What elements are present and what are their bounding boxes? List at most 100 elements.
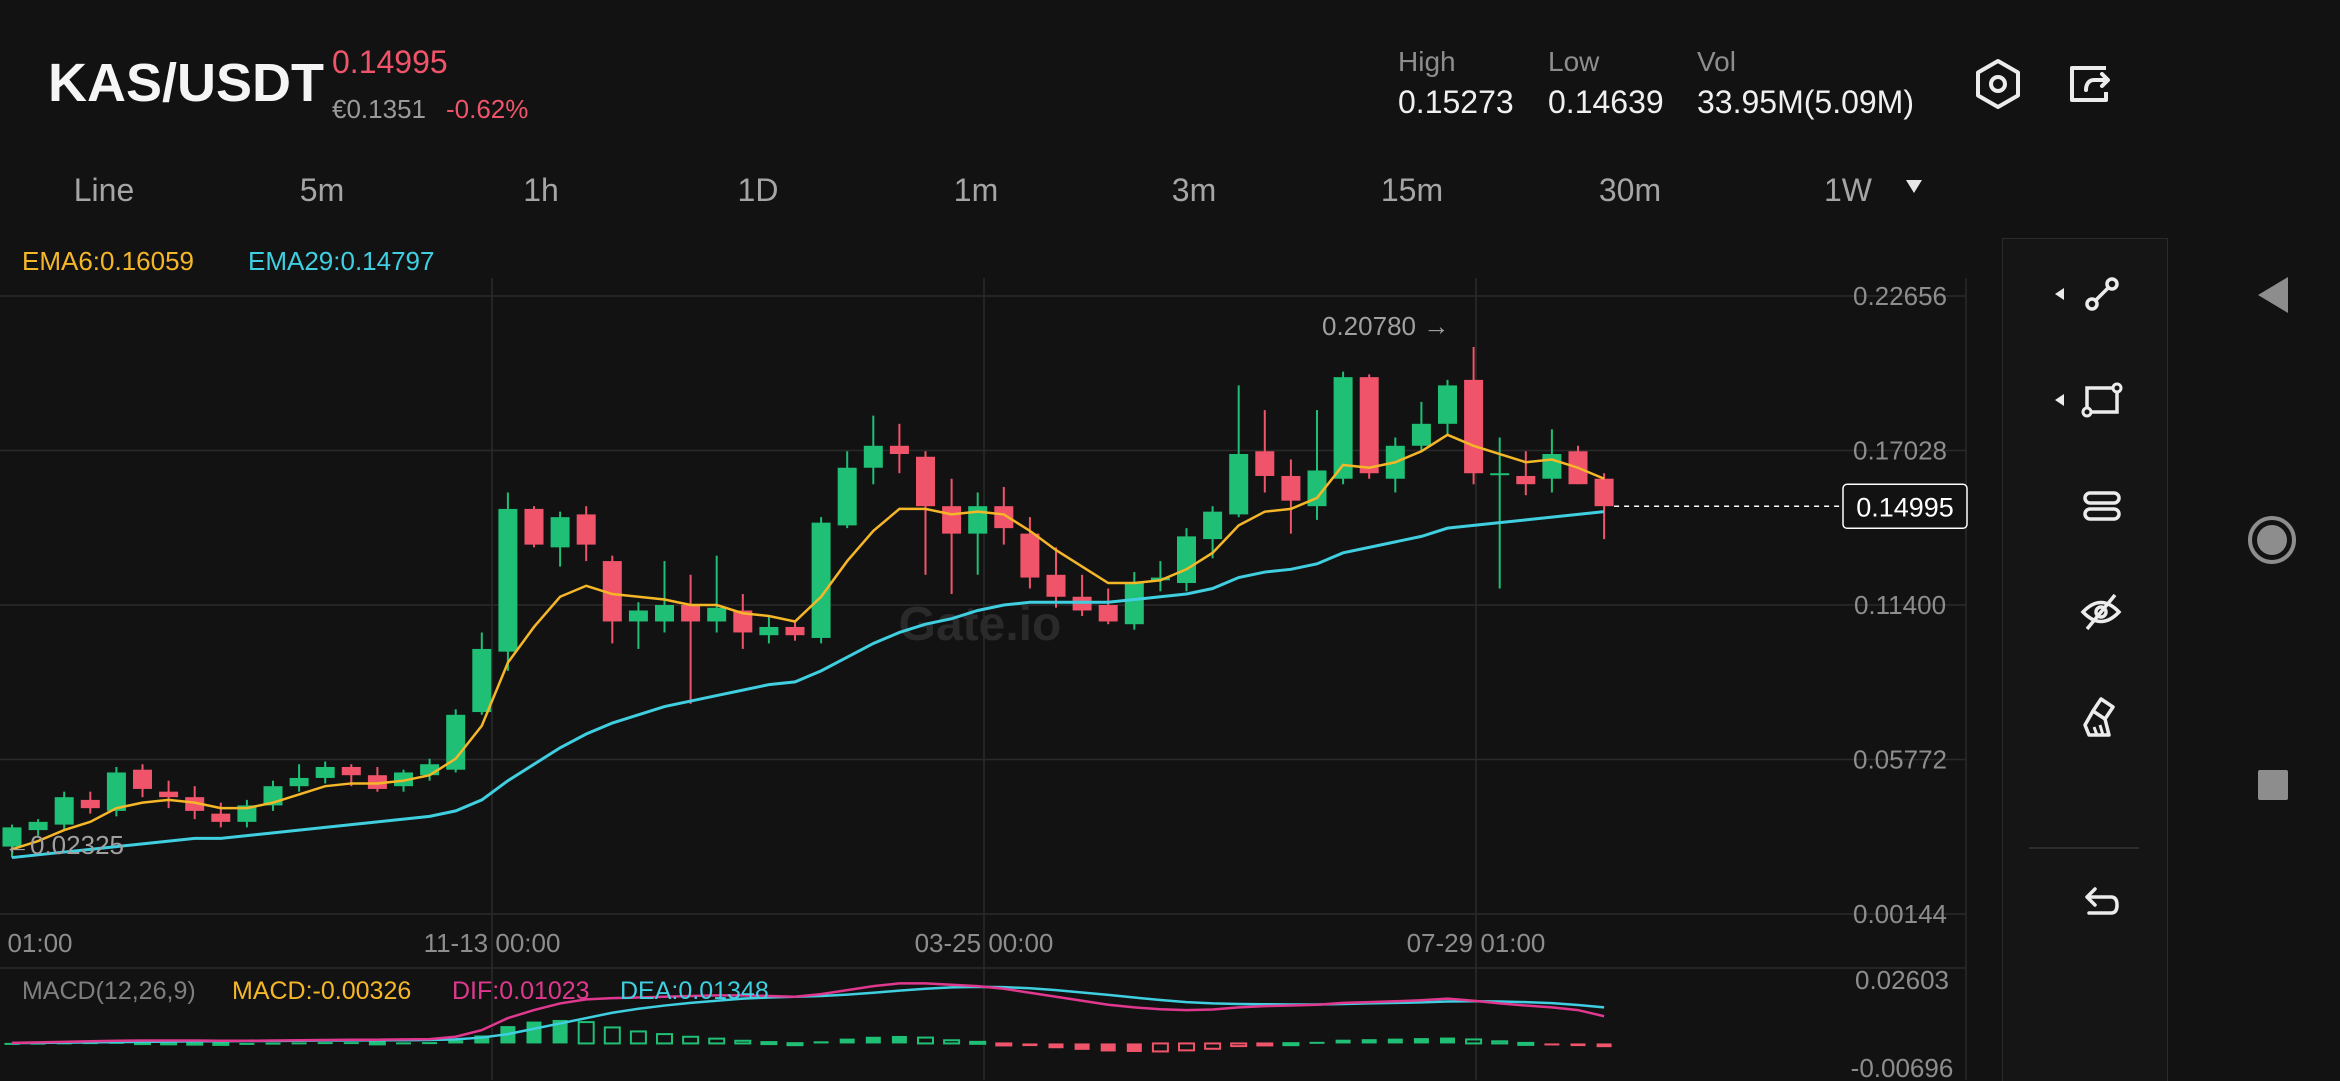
candle-up	[968, 506, 988, 534]
macd-bar-negative	[1178, 1042, 1195, 1052]
candle-up	[1490, 473, 1510, 476]
tab-1w[interactable]: 1W	[1824, 172, 1872, 208]
low-value: 0.14639	[1548, 84, 1664, 120]
candle-down	[889, 445, 909, 455]
candle-up	[1333, 377, 1353, 479]
share-icon[interactable]	[2062, 56, 2118, 112]
macd-bar-positive	[343, 1042, 359, 1045]
macd-bar-positive	[422, 1042, 438, 1045]
candle-up	[446, 714, 466, 770]
macd-bar-positive	[1517, 1041, 1535, 1046]
candle-down	[1281, 475, 1301, 501]
macd-bar-negative	[1100, 1043, 1116, 1052]
candle-up	[1177, 536, 1196, 584]
candle-up	[1229, 454, 1249, 515]
x-tick-label: 01:00	[7, 928, 72, 958]
macd-bar-positive	[396, 1042, 411, 1045]
candle-up	[863, 445, 883, 468]
y-tick-label: 0.11400	[1854, 590, 1946, 620]
chevron-down-icon[interactable]	[1906, 180, 1922, 193]
hide-drawings-tool[interactable]	[2039, 577, 2129, 647]
macd-bar-negative	[1570, 1043, 1586, 1047]
macd-title: MACD(12,26,9)	[22, 977, 196, 1005]
back-triangle-icon[interactable]	[2254, 274, 2294, 321]
candle-up	[54, 797, 74, 825]
hexagon-settings-icon[interactable]	[1970, 56, 2026, 112]
macd-bar-positive	[1491, 1040, 1509, 1045]
macd-bar-positive	[4, 1042, 20, 1045]
candle-down	[1464, 379, 1484, 474]
trend-line-tool[interactable]	[2039, 259, 2129, 329]
tab-1h[interactable]: 1h	[523, 172, 559, 208]
macd-bar-negative	[995, 1042, 1013, 1047]
candle-up	[1124, 583, 1144, 625]
last-price-box	[1842, 483, 1968, 530]
macd-bar-positive	[943, 1039, 961, 1045]
candle-up	[472, 648, 492, 713]
undo-icon	[2085, 887, 2119, 915]
macd-bar-positive	[552, 1019, 568, 1044]
candle-down	[681, 605, 701, 622]
min-price-label: ←0.02325	[4, 830, 124, 860]
macd-bar-positive	[1335, 1039, 1351, 1044]
home-circle-icon[interactable]	[2246, 514, 2298, 571]
candle-down	[185, 797, 205, 811]
ema6-line	[11, 433, 1605, 851]
tab-line[interactable]: Line	[73, 172, 135, 208]
candle-up	[707, 607, 727, 622]
candle-down	[1020, 533, 1040, 578]
ema29-line	[11, 510, 1605, 860]
macd-bar-negative	[1230, 1042, 1248, 1048]
tab-15m[interactable]: 15m	[1380, 172, 1444, 208]
macd-legend: MACD(12,26,9) MACD:-0.00326 DIF:0.01023 …	[22, 977, 769, 1005]
tab-1m[interactable]: 1m	[953, 172, 999, 208]
macd-bar-negative	[1126, 1043, 1142, 1052]
candlestick-series	[2, 346, 1614, 858]
candle-down	[341, 766, 361, 776]
macd-bar-positive	[239, 1042, 255, 1045]
time-axis: 01:00 11-13 00:00 03-25 00:00 07-29 01:00	[7, 928, 1545, 958]
candle-down	[994, 506, 1014, 529]
candle-up	[1542, 454, 1562, 479]
macd-bar-positive	[682, 1035, 700, 1045]
eraser-tool[interactable]	[2039, 683, 2129, 753]
parallel-channel-tool[interactable]	[2039, 471, 2129, 541]
candle-down	[785, 626, 805, 636]
macd-bar-positive	[969, 1040, 987, 1045]
macd-bar-negative	[1048, 1043, 1064, 1049]
chart-grid	[0, 278, 1967, 1080]
x-tick-label: 03-25 00:00	[915, 928, 1054, 958]
candle-up	[655, 605, 674, 622]
rectangle-tool[interactable]	[2039, 365, 2129, 435]
macd-bar-positive	[656, 1033, 673, 1045]
candle-up	[811, 522, 831, 638]
macd-bar-positive	[760, 1041, 778, 1046]
tab-1d[interactable]: 1D	[737, 172, 779, 208]
macd-bar-negative	[1022, 1043, 1038, 1047]
candle-down	[367, 775, 387, 789]
macd-bar-positive	[291, 1042, 307, 1045]
vol-value: 33.95M(5.09M)	[1697, 84, 1914, 120]
candle-down	[80, 799, 100, 809]
rectangle-icon	[2055, 382, 2123, 418]
macd-bar-negative	[1256, 1042, 1274, 1047]
macd-bar-positive	[526, 1021, 542, 1044]
candle-up	[1203, 511, 1223, 540]
price-chart[interactable]: Gate.io 0.226560.170280.114000.057720.00…	[0, 0, 2000, 1080]
tab-5m[interactable]: 5m	[299, 172, 345, 208]
last-price-label: 0.14995	[1856, 492, 1954, 522]
tab-30m[interactable]: 30m	[1598, 172, 1662, 208]
undo-tool[interactable]	[2039, 869, 2129, 939]
candle-down	[576, 514, 596, 545]
macd-bar-positive	[212, 1041, 230, 1046]
candle-down	[1098, 605, 1118, 622]
price-change: -0.62%	[446, 94, 529, 124]
y-tick-label: 0.05772	[1853, 745, 1947, 775]
pair-title[interactable]: KAS/USDT	[48, 53, 325, 113]
candle-down	[1255, 451, 1275, 476]
macd-bar-positive	[603, 1026, 621, 1045]
tab-3m[interactable]: 3m	[1171, 172, 1217, 208]
candle-up	[289, 777, 309, 787]
recents-square-icon[interactable]	[2256, 768, 2290, 807]
macd-bar-positive	[1413, 1038, 1429, 1044]
